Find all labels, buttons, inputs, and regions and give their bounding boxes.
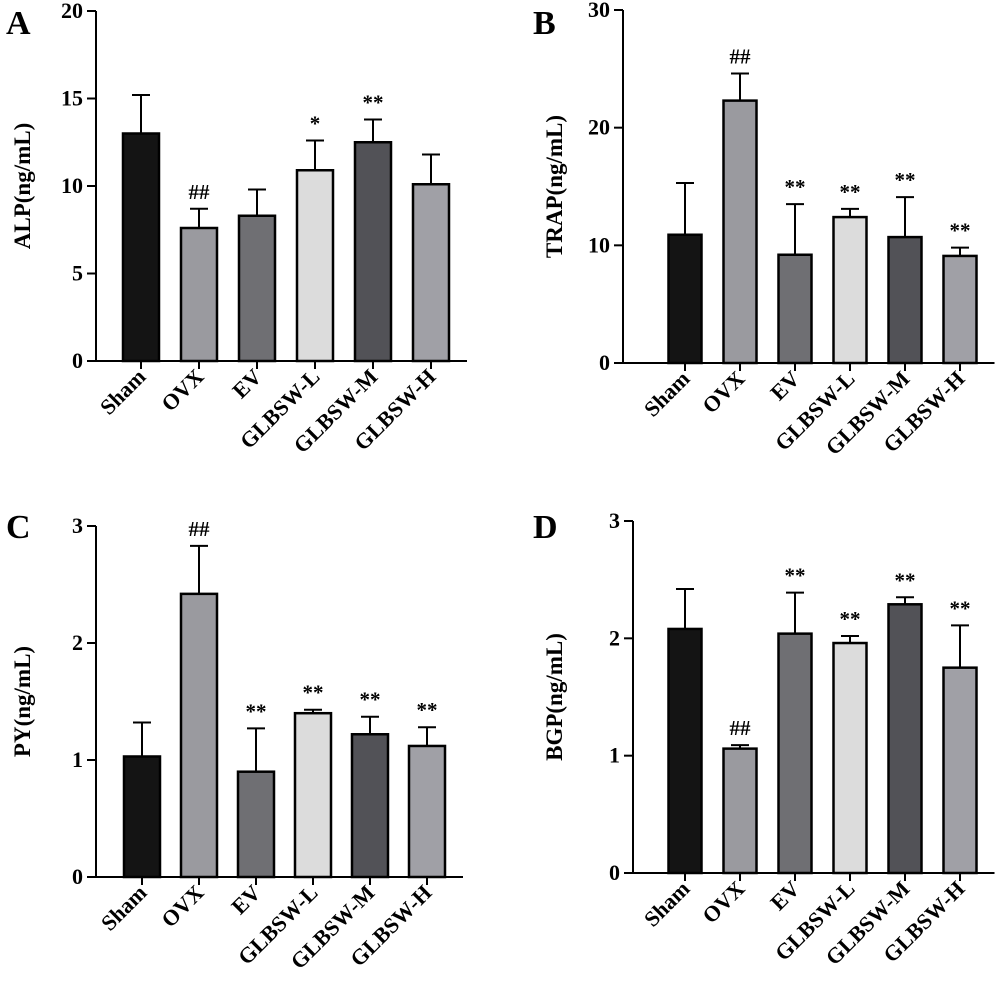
x-tick-label: EV <box>227 364 266 403</box>
panel-letter: D <box>533 509 558 546</box>
chart-panel-c: C0123PY(ng/mL)Sham##OVX**EV**GLBSW-L**GL… <box>6 509 463 974</box>
bar-sham <box>667 627 703 875</box>
x-tick-label: Sham <box>639 876 695 932</box>
significance-label: ** <box>895 568 916 592</box>
y-tick-label: 10 <box>61 173 83 198</box>
significance-label: ** <box>785 175 806 199</box>
bar-sham <box>122 755 162 879</box>
y-tick-label: 1 <box>72 747 83 772</box>
bar-glbsw-h <box>411 183 451 363</box>
y-tick-label: 1 <box>609 743 620 768</box>
x-tick-label: OVX <box>697 876 749 928</box>
significance-label: ## <box>730 45 752 69</box>
bar-glbsw-l <box>832 641 868 875</box>
bar-glbsw-l <box>293 711 333 879</box>
bar-sham <box>667 233 703 365</box>
bar-glbsw-h <box>407 744 447 879</box>
x-tick-label: OVX <box>697 366 749 418</box>
significance-label: * <box>310 112 321 136</box>
y-tick-label: 15 <box>61 86 83 111</box>
y-axis-label: BGP(ng/mL) <box>542 633 567 761</box>
y-axis-label: ALP(ng/mL) <box>10 123 35 250</box>
bar-ovx <box>722 747 758 875</box>
y-axis-label: TRAP(ng/mL) <box>542 115 567 258</box>
significance-label: ** <box>303 681 324 705</box>
x-tick-label: OVX <box>156 364 208 416</box>
bar-ev <box>236 770 276 879</box>
bar-glbsw-h <box>942 254 978 365</box>
y-tick-label: 10 <box>588 232 610 257</box>
y-tick-label: 20 <box>588 115 610 140</box>
x-tick-label: Sham <box>96 880 152 936</box>
x-tick-label: Sham <box>95 364 151 420</box>
x-tick-label: OVX <box>156 880 208 932</box>
bar-glbsw-l <box>295 169 335 363</box>
y-tick-label: 30 <box>588 0 610 22</box>
y-tick-label: 2 <box>72 630 83 655</box>
x-tick-label: EV <box>765 876 804 915</box>
y-tick-label: 0 <box>72 348 83 373</box>
panel-letter: B <box>533 5 556 42</box>
bar-glbsw-m <box>887 235 923 365</box>
chart-panel-b: B0102030TRAP(ng/mL)Sham##OVX**EV**GLBSW-… <box>533 0 995 460</box>
significance-label: ** <box>785 564 806 588</box>
bar-glbsw-h <box>942 666 978 875</box>
significance-label: ## <box>189 180 211 204</box>
significance-label: ** <box>417 698 438 722</box>
significance-label: ## <box>730 716 752 740</box>
bar-ev <box>777 253 813 365</box>
panel-letter: A <box>6 5 31 42</box>
bar-ovx <box>179 226 219 363</box>
bar-glbsw-m <box>353 141 393 363</box>
y-axis-label: PY(ng/mL) <box>10 646 35 757</box>
x-tick-label: EV <box>226 880 265 919</box>
bar-ovx <box>179 592 219 879</box>
y-tick-label: 0 <box>599 350 610 375</box>
bar-glbsw-m <box>887 603 923 875</box>
significance-label: ** <box>895 168 916 192</box>
significance-label: ** <box>840 180 861 204</box>
significance-label: ** <box>360 688 381 712</box>
bar-glbsw-m <box>350 733 390 879</box>
panel-letter: C <box>6 509 31 546</box>
y-tick-label: 20 <box>61 0 83 23</box>
bar-ev <box>777 632 813 875</box>
y-tick-label: 2 <box>609 625 620 650</box>
significance-label: ** <box>950 596 971 620</box>
significance-label: ** <box>840 607 861 631</box>
significance-label: ** <box>246 699 267 723</box>
bar-ovx <box>722 99 758 365</box>
bar-glbsw-l <box>832 215 868 365</box>
bar-ev <box>237 214 277 363</box>
significance-label: ** <box>950 219 971 243</box>
y-tick-label: 3 <box>609 508 620 533</box>
y-tick-label: 0 <box>72 864 83 889</box>
x-tick-label: Sham <box>639 366 695 422</box>
y-tick-label: 0 <box>609 860 620 885</box>
chart-panel-d: D0123BGP(ng/mL)Sham##OVX**EV**GLBSW-L**G… <box>533 508 995 970</box>
significance-label: ** <box>363 91 384 115</box>
bar-sham <box>121 132 161 363</box>
y-tick-label: 5 <box>72 261 83 286</box>
y-tick-label: 3 <box>72 513 83 538</box>
x-tick-label: EV <box>765 366 804 405</box>
significance-label: ## <box>189 517 211 541</box>
